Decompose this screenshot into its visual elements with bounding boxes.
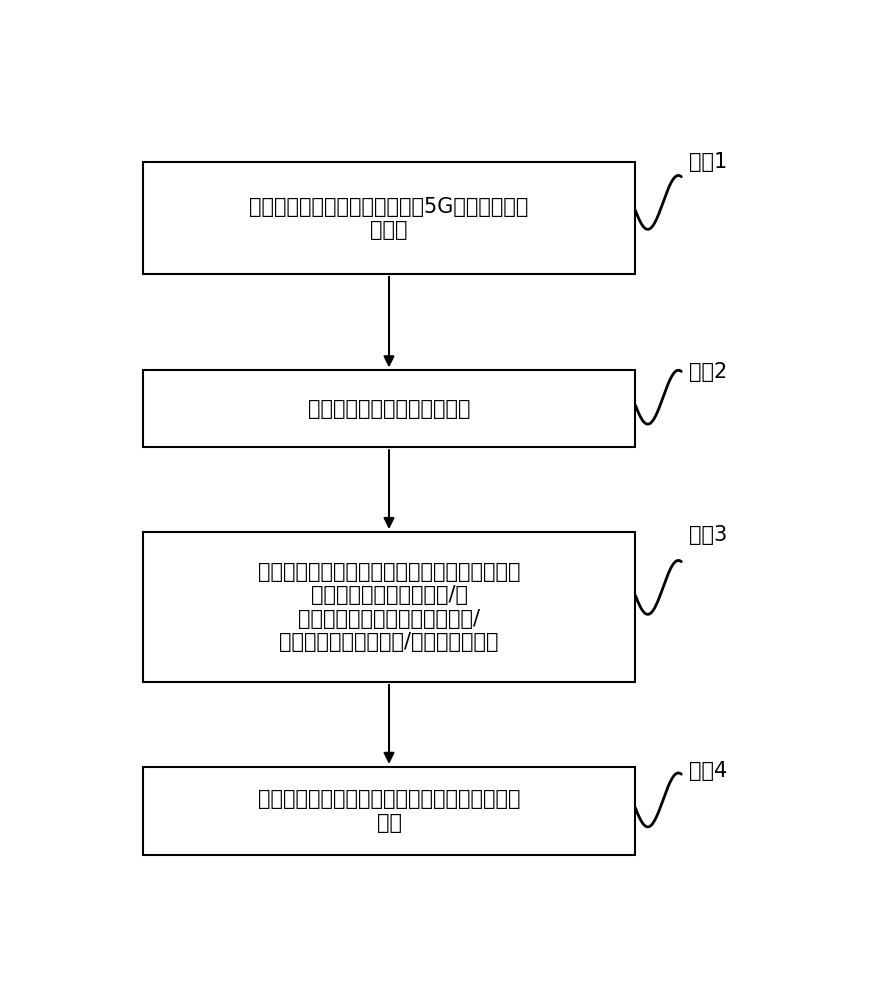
- Text: 步骤2: 步骤2: [690, 362, 727, 382]
- Text: 步骤3: 步骤3: [690, 525, 727, 545]
- Text: 通过与状态对应的算法计算电力信号的基波相量
参数: 通过与状态对应的算法计算电力信号的基波相量 参数: [258, 789, 520, 833]
- Text: 步骤4: 步骤4: [690, 761, 727, 781]
- Text: 根据幅频响应曲线确定电力信号的状态，状态包
括含有衰减直流分量，和/或
含有间谐波分量或谐波分量，和/
或含有幅值调制信号和/或相角调制信号: 根据幅频响应曲线确定电力信号的状态，状态包 括含有衰减直流分量，和/或 含有间谐…: [258, 562, 520, 652]
- Text: 获取电力信号的幅频响应曲线: 获取电力信号的幅频响应曲线: [307, 399, 470, 419]
- Bar: [143, 162, 636, 274]
- Text: 采集电力信号，将电力信号添加5G时钟输出的绝
对时标: 采集电力信号，将电力信号添加5G时钟输出的绝 对时标: [249, 197, 529, 240]
- Bar: [143, 370, 636, 447]
- Bar: [143, 532, 636, 682]
- Text: 步骤1: 步骤1: [690, 152, 727, 172]
- Bar: [143, 767, 636, 855]
